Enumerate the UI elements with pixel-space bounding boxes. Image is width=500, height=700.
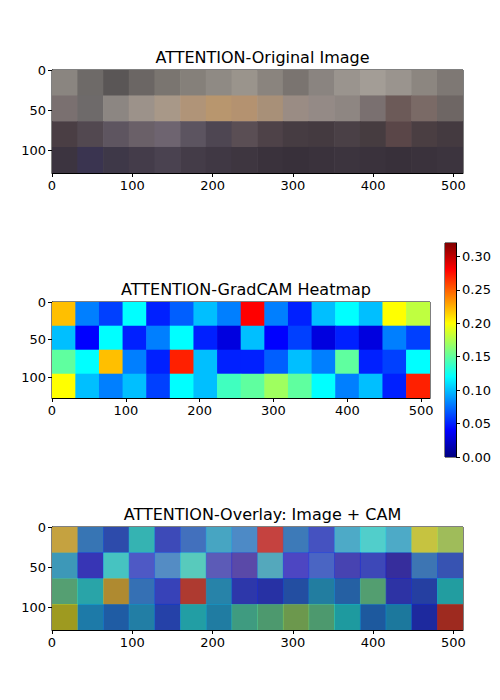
svg-text:ATTENTION-GradCAM Heatmap: ATTENTION-GradCAM Heatmap [121,280,371,299]
svg-text:0.30: 0.30 [462,249,491,264]
svg-text:0.15: 0.15 [462,349,491,364]
svg-text:0.05: 0.05 [462,416,491,431]
svg-text:300: 300 [261,403,286,418]
svg-text:400: 400 [361,178,386,193]
svg-text:100: 100 [21,143,46,158]
svg-text:100: 100 [113,403,138,418]
svg-text:100: 100 [21,370,46,385]
svg-text:300: 300 [280,635,305,650]
svg-text:400: 400 [361,635,386,650]
svg-text:0.20: 0.20 [462,316,491,331]
svg-text:ATTENTION-Original Image: ATTENTION-Original Image [155,48,369,67]
svg-text:500: 500 [441,178,466,193]
svg-text:0: 0 [38,520,46,535]
svg-text:50: 50 [29,560,46,575]
svg-text:0: 0 [38,63,46,78]
svg-text:50: 50 [29,103,46,118]
svg-text:0: 0 [38,295,46,310]
svg-text:50: 50 [29,332,46,347]
svg-text:400: 400 [335,403,360,418]
svg-text:100: 100 [120,178,145,193]
svg-text:100: 100 [21,600,46,615]
svg-text:200: 200 [200,178,225,193]
svg-text:0.25: 0.25 [462,282,491,297]
svg-text:500: 500 [441,635,466,650]
svg-text:0: 0 [48,635,56,650]
svg-text:500: 500 [409,403,434,418]
svg-text:0: 0 [48,178,56,193]
svg-text:300: 300 [280,178,305,193]
svg-text:100: 100 [120,635,145,650]
svg-text:200: 200 [187,403,212,418]
svg-text:0.00: 0.00 [462,450,491,465]
svg-text:200: 200 [200,635,225,650]
svg-text:0: 0 [48,403,56,418]
svg-text:0.10: 0.10 [462,383,491,398]
svg-text:ATTENTION-Overlay: Image + CAM: ATTENTION-Overlay: Image + CAM [124,505,401,524]
